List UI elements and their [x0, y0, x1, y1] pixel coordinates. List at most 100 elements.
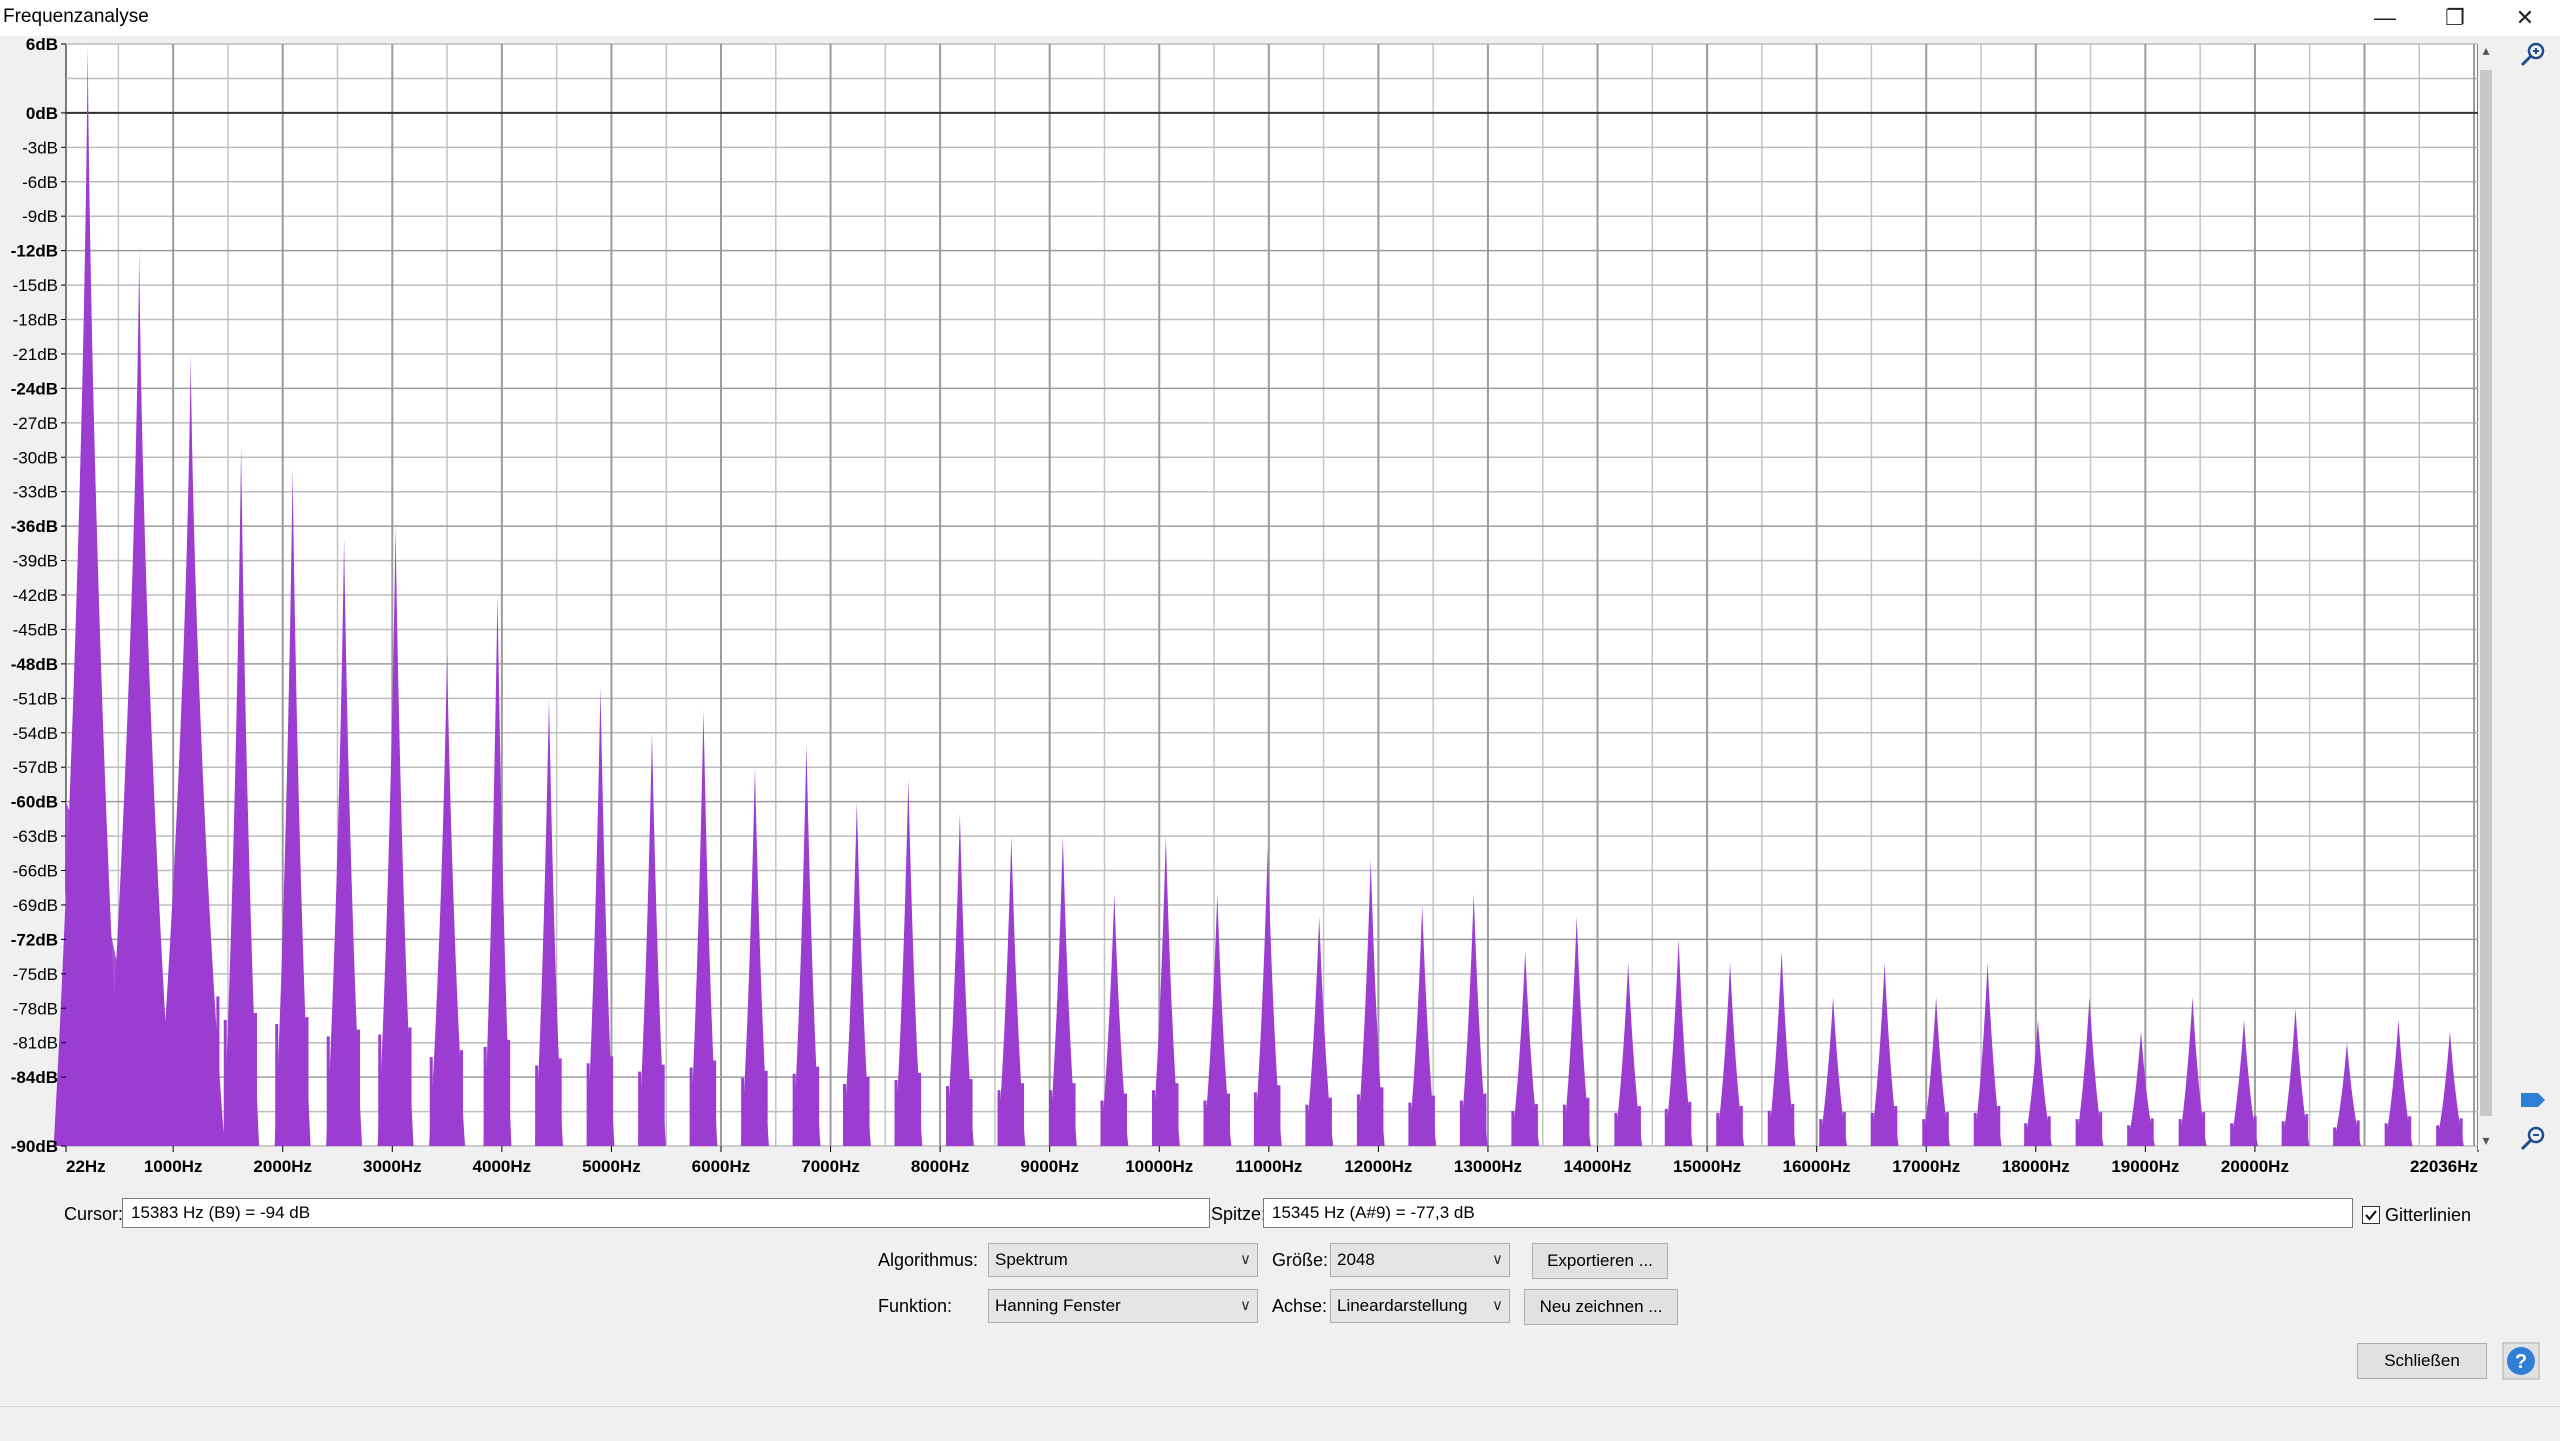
- spectrum-peak: [1151, 836, 1180, 1146]
- y-tick-label: -75dB: [13, 965, 58, 984]
- spectrum-spike: [1870, 1112, 1874, 1146]
- spectrum-spike: [1277, 1085, 1281, 1146]
- spectrum-peak: [637, 732, 666, 1146]
- size-select[interactable]: 2048 ∨: [1330, 1243, 1510, 1277]
- y-tick-label: -36dB: [11, 517, 58, 536]
- spectrum-peak: [1100, 893, 1129, 1146]
- spectrum-peak: [586, 686, 615, 1146]
- algorithm-label: Algorithmus:: [878, 1250, 979, 1270]
- spectrum-spike: [483, 1046, 487, 1146]
- y-tick-label: -90dB: [11, 1137, 58, 1156]
- spectrum-spike: [816, 1066, 820, 1146]
- peak-label: Spitze:: [1211, 1204, 1267, 1224]
- y-tick-label: -78dB: [13, 999, 58, 1018]
- spectrum-peak: [2281, 1008, 2310, 1146]
- y-tick-label: -63dB: [13, 827, 58, 846]
- spectrum-peak: [740, 767, 769, 1146]
- zoom-slider-thumb[interactable]: [2518, 1090, 2548, 1110]
- close-icon[interactable]: ✕: [2515, 5, 2535, 30]
- spectrum-peak: [1922, 996, 1951, 1146]
- spectrum-spike: [1716, 1112, 1720, 1146]
- spectrum-peak: [1356, 859, 1385, 1146]
- redraw-button[interactable]: Neu zeichnen ...: [1524, 1289, 1678, 1325]
- y-tick-label: -12dB: [11, 242, 58, 261]
- y-tick-label: -18dB: [13, 311, 58, 330]
- spectrum-peak: [1408, 904, 1437, 1146]
- spectrum-peak: [534, 698, 563, 1146]
- spectrum-peak: [2332, 1042, 2361, 1146]
- spectrum-spike: [661, 1064, 665, 1146]
- spectrum-spike: [159, 1003, 163, 1146]
- y-tick-label: -54dB: [13, 724, 58, 743]
- y-tick-label: -42dB: [13, 586, 58, 605]
- y-tick-label: -9dB: [22, 207, 58, 226]
- spectrum-peak: [792, 744, 821, 1146]
- spectrum-spike: [764, 1070, 768, 1146]
- spectrum-peak: [377, 526, 414, 1146]
- spectrum-spike: [2459, 1118, 2463, 1146]
- spectrum-spike: [689, 1067, 693, 1146]
- algorithm-select[interactable]: Spektrum ∨: [988, 1243, 1258, 1277]
- spectrum-spike: [843, 1084, 847, 1146]
- y-tick-label: -24dB: [11, 379, 58, 398]
- axis-select[interactable]: Lineardarstellung ∨: [1330, 1289, 1510, 1323]
- zoom-in-icon[interactable]: [2518, 40, 2548, 70]
- spectrum-spike: [1049, 1090, 1053, 1146]
- scrollbar-thumb[interactable]: [2480, 70, 2492, 1116]
- svg-text:?: ?: [2515, 1351, 2527, 1373]
- y-tick-label: -48dB: [11, 655, 58, 674]
- spectrum-plot-area: 6dB 0dB -3dB -6dB -9dB -12dB -15dB -18dB -21dB -2…: [0, 35, 2560, 1186]
- spectrum-spike: [2436, 1125, 2440, 1146]
- spectrum-spike: [1562, 1104, 1566, 1146]
- cursor-value-field[interactable]: 15383 Hz (B9) = -94 dB: [122, 1198, 1210, 1228]
- spectrum-low-band: [66, 801, 163, 1146]
- spectrum-spike: [1356, 1094, 1360, 1146]
- spectrum-chart[interactable]: 6dB 0dB -3dB -6dB -9dB -12dB -15dB -18dB -21dB -2…: [0, 35, 2560, 1186]
- y-tick-label: -15dB: [13, 276, 58, 295]
- function-value: Hanning Fenster: [995, 1296, 1121, 1315]
- spectrum-spike: [1227, 1093, 1231, 1146]
- spectrum-peak: [1973, 962, 2002, 1146]
- spectrum-spike: [356, 1029, 360, 1146]
- close-button[interactable]: Schließen: [2357, 1343, 2487, 1379]
- export-button[interactable]: Exportieren ...: [1532, 1243, 1668, 1279]
- help-icon[interactable]: ?: [2502, 1342, 2540, 1380]
- spectrum-spike: [507, 1039, 511, 1146]
- scroll-down-arrow-icon[interactable]: ▾: [2482, 1132, 2490, 1148]
- restore-icon[interactable]: ❐: [2445, 5, 2465, 30]
- minimize-icon[interactable]: —: [2374, 5, 2396, 30]
- spectrum-spike: [2408, 1116, 2412, 1146]
- spectrum-peak: [2229, 1019, 2258, 1146]
- spectrum-spike: [2127, 1125, 2131, 1146]
- peak-value-field[interactable]: 15345 Hz (A#9) = -77,3 dB: [1263, 1198, 2353, 1228]
- spectrum-spike: [1511, 1110, 1515, 1146]
- y-tick-label: -45dB: [13, 620, 58, 639]
- zoom-out-icon[interactable]: [2518, 1124, 2548, 1154]
- y-tick-label: -60dB: [11, 793, 58, 812]
- x-tick-label: 8000Hz: [911, 1157, 970, 1176]
- spectrum-peak: [1664, 939, 1693, 1146]
- spectrum-peak: [274, 468, 311, 1147]
- spectrum-peak: [223, 445, 260, 1146]
- y-tick-label: -33dB: [13, 483, 58, 502]
- x-tick-label: 1000Hz: [144, 1157, 203, 1176]
- x-tick-label: 11000Hz: [1235, 1157, 1302, 1176]
- x-tick-label: 4000Hz: [473, 1157, 532, 1176]
- axis-value: Lineardarstellung: [1337, 1296, 1468, 1315]
- spectrum-spike: [2305, 1114, 2309, 1146]
- function-select[interactable]: Hanning Fenster ∨: [988, 1289, 1258, 1323]
- spectrum-peak: [156, 353, 225, 1146]
- spectrum-spike: [918, 1072, 922, 1146]
- size-label: Größe:: [1272, 1250, 1329, 1270]
- vertical-scrollbar[interactable]: ▴ ▾: [2478, 40, 2494, 1150]
- scroll-up-arrow-icon[interactable]: ▴: [2482, 42, 2490, 58]
- spectrum-spike: [946, 1086, 950, 1146]
- spectrum-spike: [1124, 1093, 1128, 1146]
- gridlines-checkbox[interactable]: [2362, 1206, 2380, 1224]
- spectrum-spike: [969, 1079, 973, 1146]
- spectrum-peak: [894, 778, 923, 1146]
- gridlines-label[interactable]: Gitterlinien: [2385, 1205, 2472, 1225]
- spectrum-spike: [1894, 1105, 1898, 1146]
- spectrum-spike: [459, 1050, 463, 1146]
- spectrum-spike: [713, 1060, 717, 1146]
